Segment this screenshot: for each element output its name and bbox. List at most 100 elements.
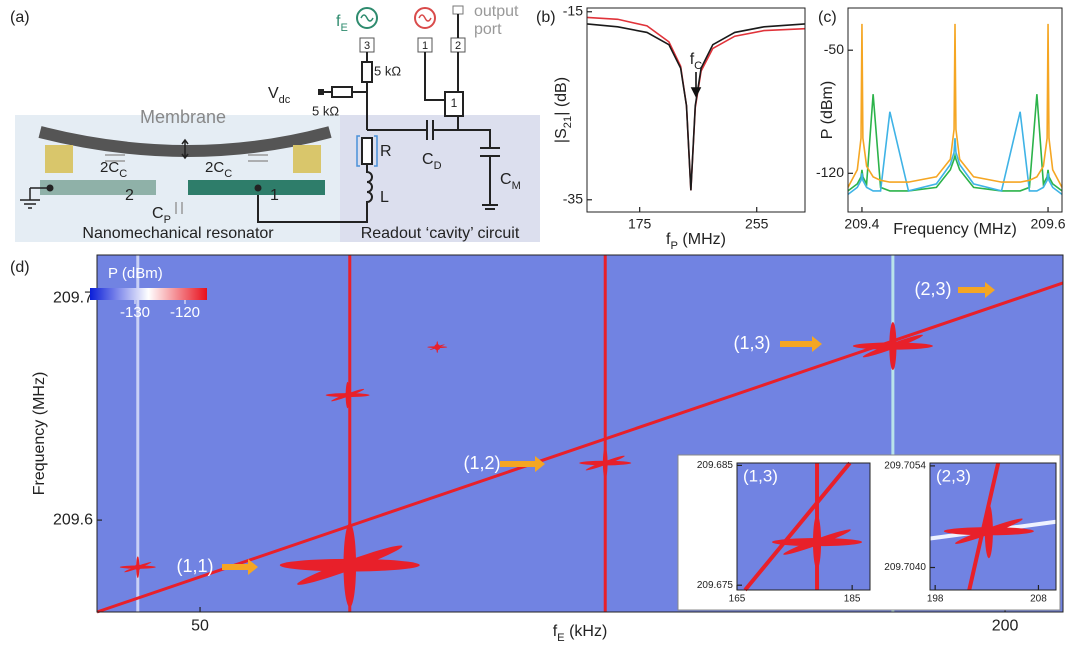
frame [96, 254, 1064, 613]
t: P [164, 214, 171, 226]
parasitic-caps [105, 154, 268, 214]
mode-arrow [500, 456, 545, 472]
text-part: | (dB) [553, 77, 570, 116]
text-part: f [666, 231, 671, 248]
mode-arrow [222, 559, 258, 575]
inductor [257, 164, 373, 223]
y-tick-label: -15 [563, 2, 583, 18]
vdc-label: Vdc [268, 85, 291, 106]
y-tick-label: 209.7040 [884, 562, 926, 573]
mode-label: (2,3) [914, 279, 951, 299]
peak [811, 536, 823, 548]
frame [736, 462, 871, 591]
t: dc [279, 94, 291, 106]
t: D [434, 160, 442, 172]
mode-label: (1,3) [733, 333, 770, 353]
x-tick-label: 255 [745, 215, 769, 231]
series-line [847, 111, 1063, 196]
caption: Readout ‘cavity’ circuit [361, 225, 520, 242]
t: V [268, 85, 279, 102]
circuit-box [340, 115, 540, 242]
x-axis-label: fE (kHz) [553, 623, 608, 644]
output-label: output [474, 3, 519, 20]
resistor [361, 61, 373, 83]
peak [344, 392, 351, 399]
colorbar-tick-label: -120 [170, 304, 200, 321]
cc-label: 2CC [100, 159, 127, 180]
cc-label: 2CC [205, 159, 232, 180]
resistor [331, 86, 353, 98]
inset-label: (2,3) [936, 466, 971, 485]
panel-label: (c) [818, 9, 837, 26]
peak [888, 341, 898, 351]
text-part: (kHz) [565, 623, 608, 640]
support [45, 145, 73, 173]
resistor [361, 137, 373, 165]
panel-a: (a) fE 3 1 2 output port 5 kΩ Vdc 5 kΩ 1… [10, 3, 540, 242]
t: C [500, 171, 512, 188]
x-axis-label: fP (MHz) [666, 231, 726, 252]
text-part: Frequency (MHz) [31, 372, 48, 496]
t: C [422, 151, 434, 168]
x-tick-label: 185 [844, 594, 861, 605]
t: f [336, 13, 341, 30]
ridge-line [96, 281, 1064, 614]
panel-label: (b) [536, 9, 556, 26]
y-tick-label: 209.7 [53, 289, 93, 306]
x-tick-label: 209.4 [844, 215, 879, 231]
y-axis-label: |S21| (dB) [553, 77, 574, 143]
x-tick-label: 209.6 [1031, 215, 1066, 231]
source-p [414, 7, 436, 29]
t: C [224, 168, 232, 180]
y-tick-label: 209.7054 [884, 461, 926, 472]
panel-label: (d) [10, 259, 30, 276]
capacitors [426, 120, 500, 210]
colorbar-tick-label: -130 [120, 304, 150, 321]
cm-label: CM [500, 171, 521, 192]
frame [847, 7, 1063, 213]
text-part: (MHz) [678, 231, 726, 248]
mode-label: (1,2) [463, 453, 500, 473]
x-tick-label: 50 [191, 618, 209, 635]
y-tick-label: -50 [824, 41, 844, 57]
vdc-terminal [318, 89, 324, 95]
membrane-label: Membrane [140, 107, 226, 127]
frame [586, 7, 806, 213]
colorbar-label: P (dBm) [108, 265, 163, 282]
box [444, 91, 464, 117]
cp-label: CP [152, 205, 171, 226]
text-part: E [557, 632, 564, 644]
text-part: f [690, 51, 695, 68]
node [254, 184, 262, 192]
y-tick-label: -35 [563, 190, 583, 206]
colorbar [90, 288, 207, 300]
wave [418, 14, 432, 22]
t: 2C [100, 159, 119, 176]
electrode [40, 180, 156, 195]
port-label: 3 [364, 40, 370, 52]
y-axis-label: P (dBm) [819, 81, 836, 139]
series-line [847, 94, 1063, 192]
caption: Nanomechanical resonator [82, 225, 274, 242]
support [293, 145, 321, 173]
peak [602, 459, 609, 467]
frame [929, 462, 1057, 591]
y-axis-label: Frequency (MHz) [31, 372, 48, 496]
series-line [586, 23, 806, 191]
t: C [152, 205, 164, 222]
peak [983, 525, 995, 537]
annotation: fC [690, 51, 703, 72]
text-part: C [694, 60, 702, 72]
x-tick-label: 208 [1030, 594, 1047, 605]
text-part: P [671, 240, 678, 252]
mode-label: (1,1) [176, 556, 213, 576]
r-label: R [380, 143, 392, 160]
ridge-line [967, 462, 1001, 591]
membrane [38, 126, 332, 157]
mode-arrow [780, 336, 822, 352]
panel-label: (a) [10, 9, 30, 26]
t: E [340, 22, 347, 34]
t: M [512, 180, 521, 192]
cd-label: CD [422, 151, 442, 172]
